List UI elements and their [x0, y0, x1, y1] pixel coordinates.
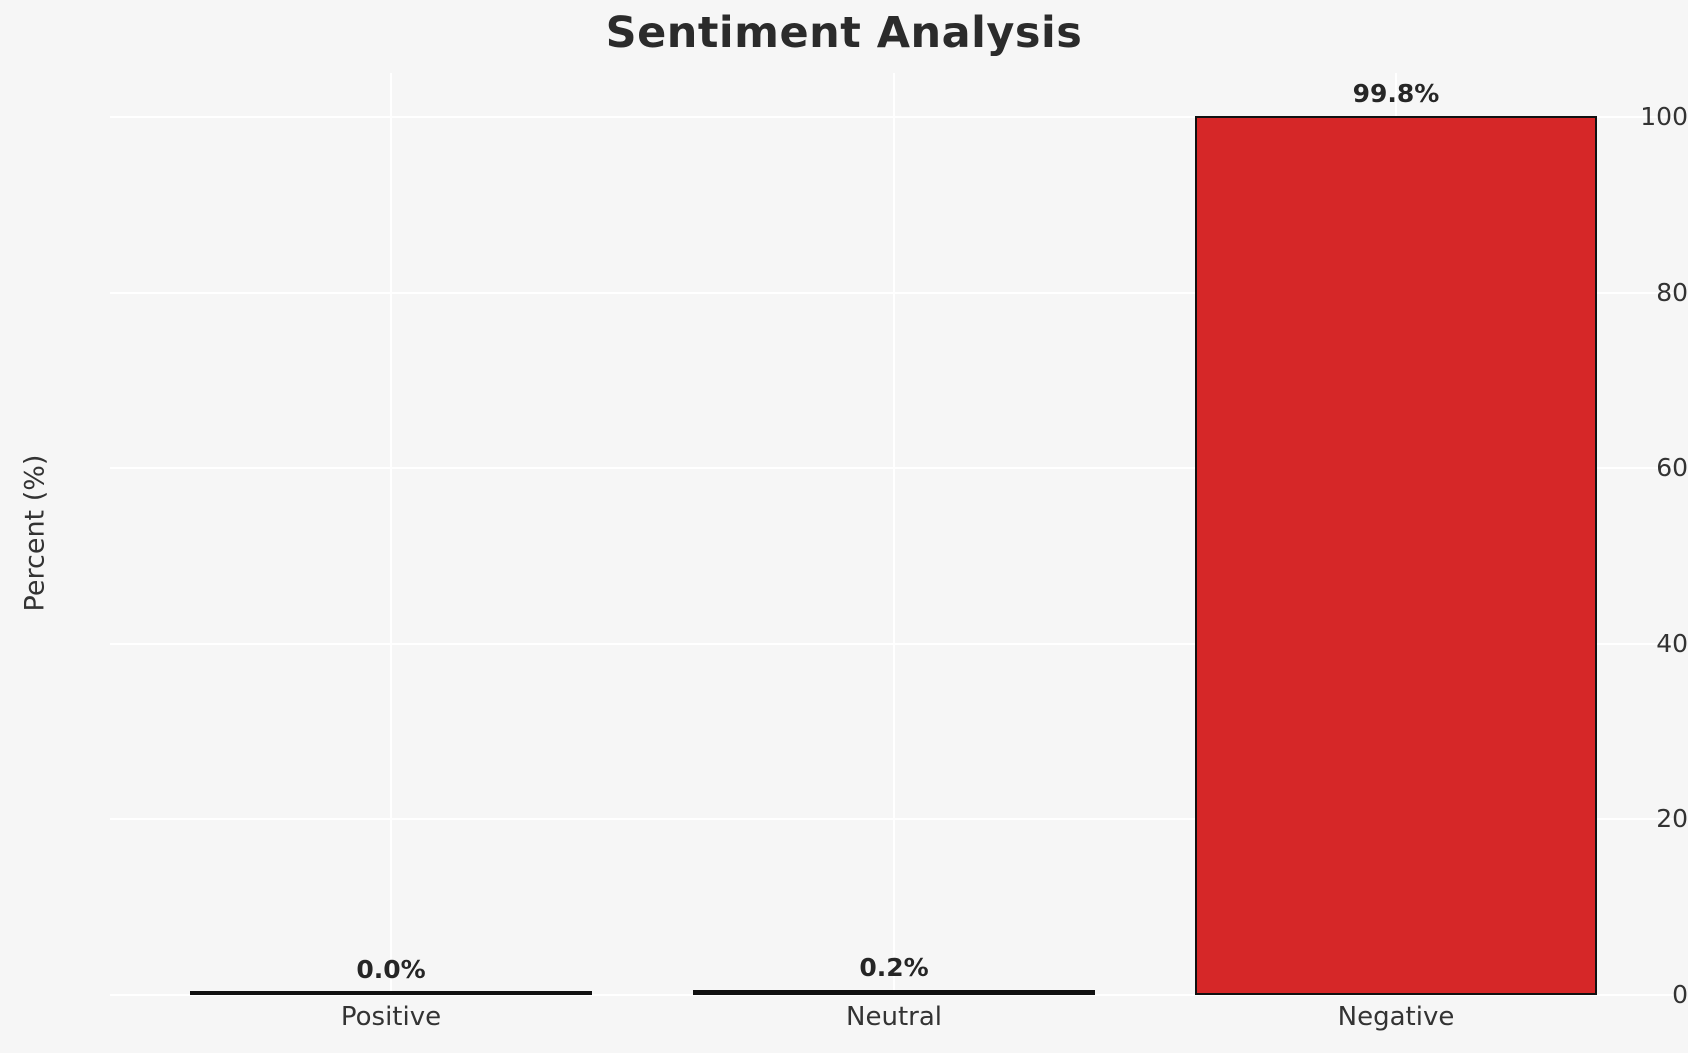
chart-title: Sentiment Analysis [605, 8, 1083, 58]
gridline-horizontal [110, 994, 1677, 996]
x-tick-label: Neutral [846, 1002, 942, 1032]
y-tick-label: 100 [1640, 101, 1688, 131]
bar-negative [1195, 116, 1597, 995]
y-tick-label: 0 [1672, 980, 1688, 1009]
y-tick-label: 60 [1656, 453, 1688, 483]
gridline-vertical [893, 73, 895, 995]
bar-neutral [693, 990, 1095, 995]
x-tick-label: Negative [1337, 1002, 1455, 1032]
y-tick-label: 80 [1656, 277, 1688, 307]
y-axis-label: Percent (%) [19, 454, 51, 612]
bar-positive [190, 991, 592, 995]
x-tick-label: Positive [340, 1002, 442, 1032]
y-tick-label: 40 [1656, 628, 1688, 658]
gridline-vertical [390, 73, 392, 995]
bar-value-label: 0.2% [859, 953, 929, 982]
bar-value-label: 99.8% [1352, 79, 1440, 108]
plot-area: 0.0% 0.2% 99.8% [110, 73, 1677, 996]
y-tick-label: 20 [1656, 804, 1688, 834]
bar-value-label: 0.0% [356, 955, 426, 984]
